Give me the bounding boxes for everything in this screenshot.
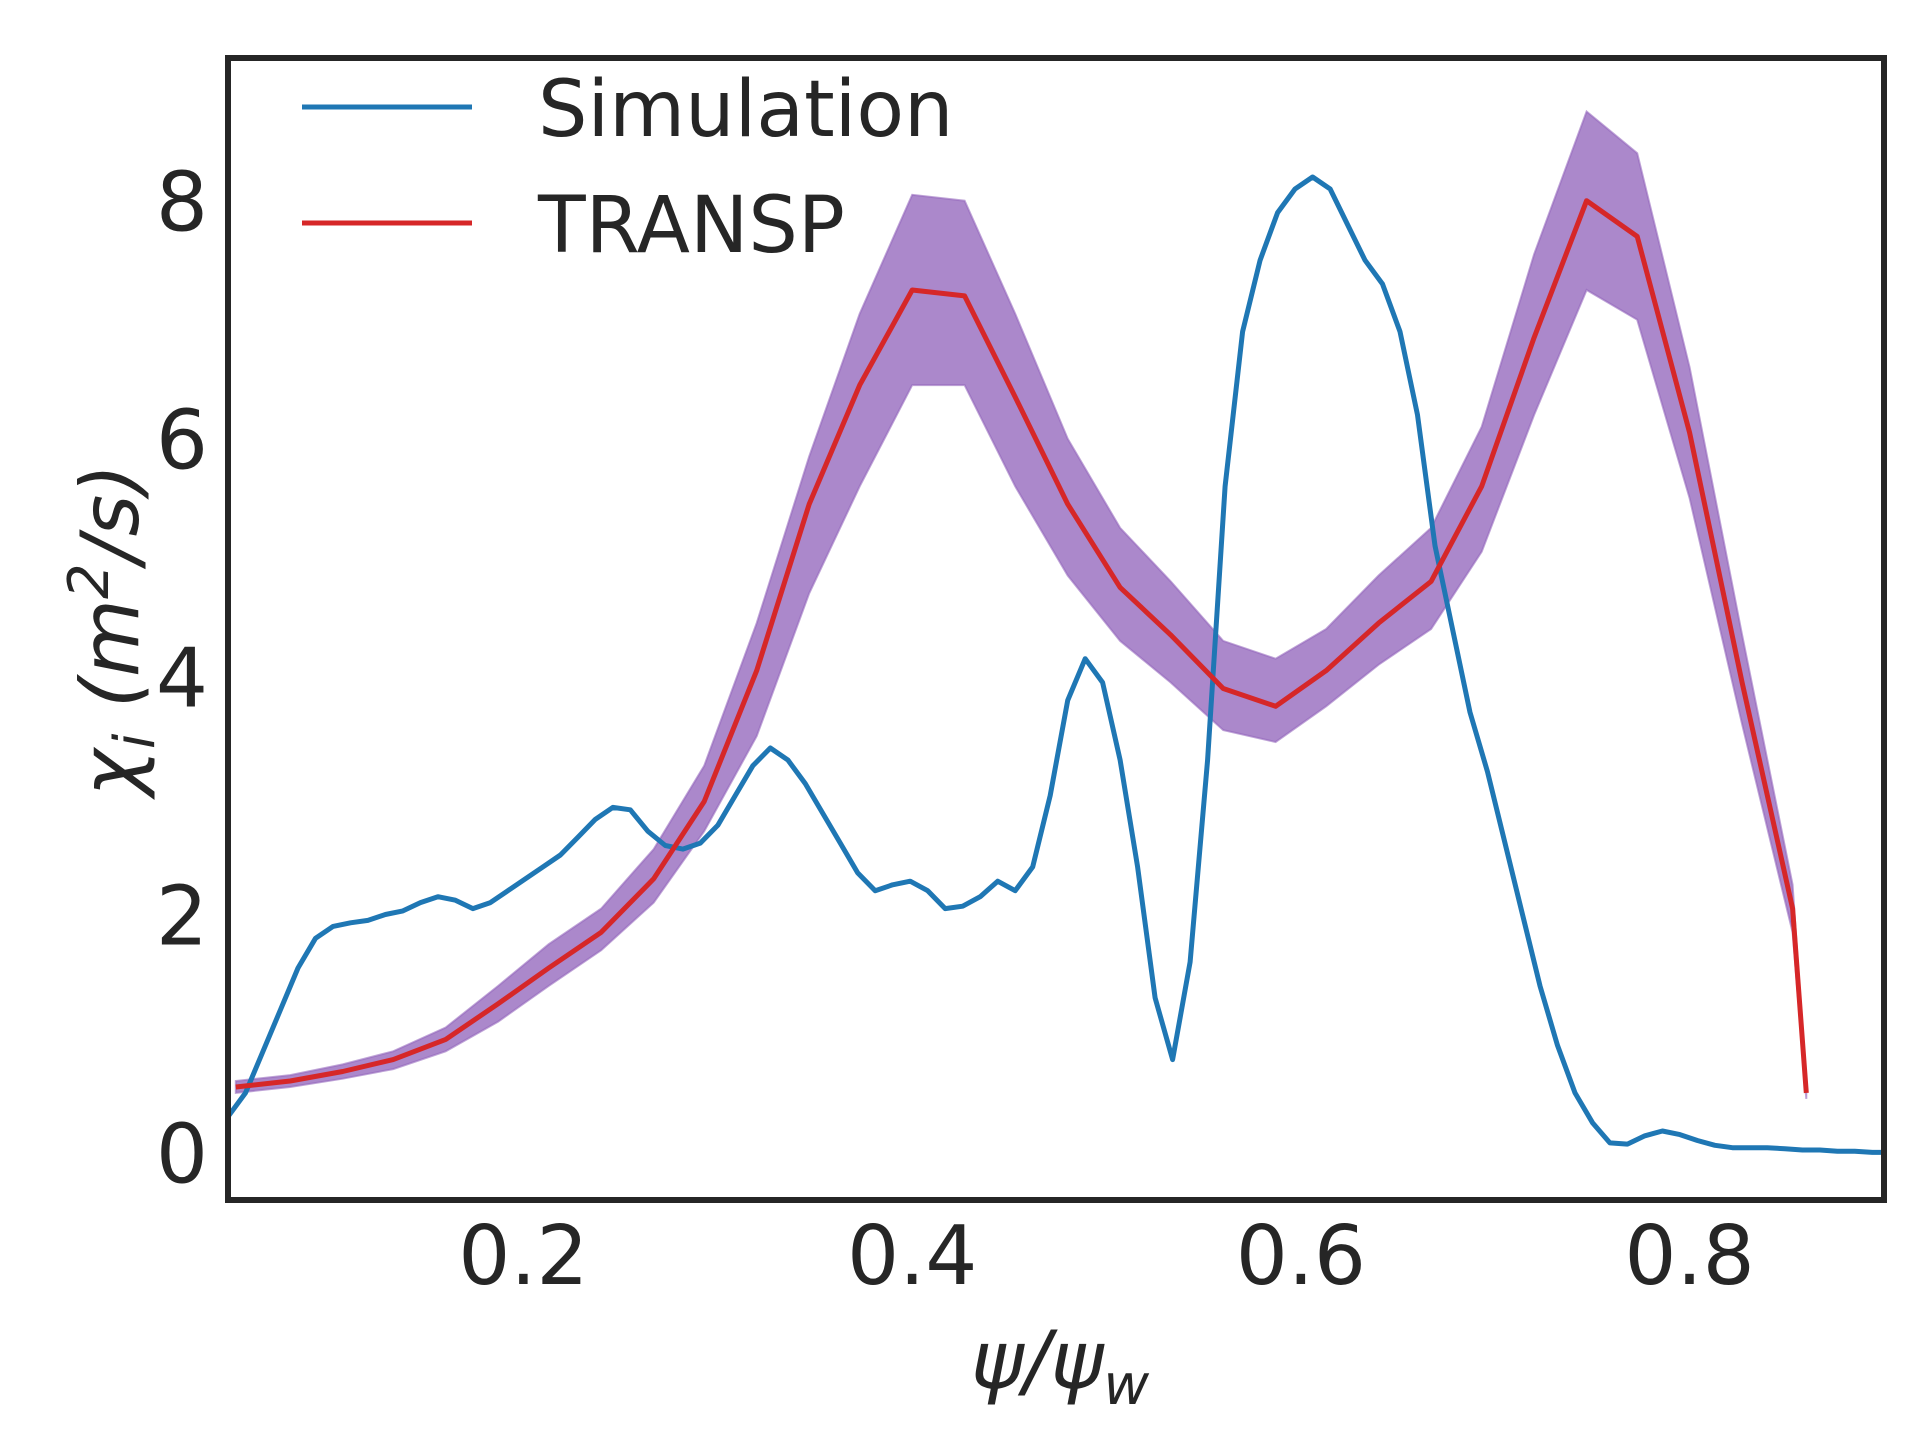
legend: Simulation TRANSP — [302, 65, 953, 271]
y-axis-label: χi (m2/s) — [57, 464, 168, 801]
y-axis-label-sub: i — [103, 733, 168, 749]
simulation-line — [228, 174, 1884, 1155]
transp-uncertainty-band — [234, 109, 1808, 1099]
y-axis-label-unit-close: /s) — [64, 464, 157, 570]
y-tick-label: 0 — [156, 1107, 208, 1202]
y-axis-label-main: χ — [64, 746, 157, 800]
plot-area — [228, 109, 1884, 1155]
y-axis-ticks: 0 2 4 6 8 — [156, 156, 208, 1203]
y-tick-label: 8 — [156, 156, 208, 251]
y-axis-label-unit-open: (m — [64, 599, 157, 734]
x-axis-label: ψ/ψw — [971, 1314, 1150, 1418]
x-axis-label-sub: w — [1103, 1353, 1149, 1418]
axes-frame — [225, 55, 1887, 1203]
y-tick-label: 2 — [156, 870, 208, 965]
x-tick-label: 0.8 — [1624, 1209, 1754, 1304]
x-tick-label: 0.2 — [458, 1209, 588, 1304]
transp-line — [235, 198, 1809, 1094]
x-tick-label: 0.4 — [847, 1209, 977, 1304]
x-axis-label-main: ψ/ψ — [971, 1314, 1106, 1407]
x-axis-ticks: 0.2 0.4 0.6 0.8 — [458, 1209, 1755, 1304]
legend-simulation-label: Simulation — [538, 65, 953, 155]
x-tick-label: 0.6 — [1236, 1209, 1366, 1304]
y-tick-label: 6 — [156, 394, 208, 489]
y-axis-label-unit-sup: 2 — [57, 563, 122, 599]
legend-transp-label: TRANSP — [537, 181, 845, 271]
y-tick-label: 4 — [156, 632, 208, 727]
